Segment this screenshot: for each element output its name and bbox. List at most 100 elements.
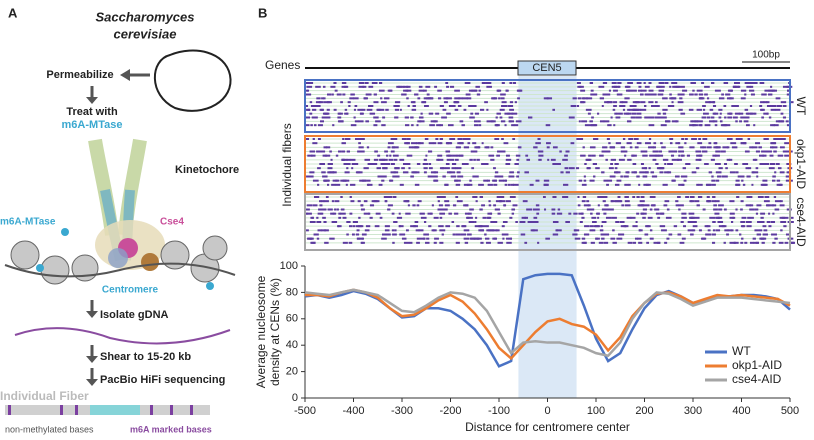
fiber-dot	[565, 221, 570, 223]
fiber-dot	[783, 225, 787, 228]
fiber-dot	[601, 208, 607, 211]
fiber-dot	[615, 200, 622, 203]
fiber-dot	[317, 229, 322, 232]
fiber-dot	[337, 150, 342, 153]
fiber-dot	[749, 241, 754, 244]
fiber-dot	[353, 116, 356, 119]
fiber-dot	[695, 158, 702, 161]
fiber-dot	[654, 208, 660, 211]
fiber-dot	[386, 154, 389, 157]
fiber-dot	[590, 212, 593, 215]
fiber-dot	[366, 108, 373, 111]
fiber-dot	[432, 175, 438, 178]
fiber-dot	[379, 158, 382, 161]
fiber-dot	[559, 150, 562, 153]
fiber-dot	[619, 221, 623, 223]
fiber-dot	[517, 171, 520, 174]
fiber-dot	[608, 142, 611, 145]
fiber-dot	[447, 142, 453, 145]
fiber-dot	[533, 146, 538, 149]
fiber-dot	[405, 89, 409, 92]
fiber-dot	[662, 183, 668, 186]
fiber-dot	[307, 175, 314, 178]
fiber-dot	[583, 233, 589, 236]
fiber-dot	[581, 212, 584, 215]
fiber-dot	[385, 108, 389, 111]
fiber-dot	[696, 120, 703, 123]
fiber-dot	[485, 82, 489, 84]
x-tick-label: 200	[635, 405, 653, 417]
fiber-dot	[599, 154, 604, 157]
fiber-dot	[384, 225, 390, 228]
fiber-dot	[360, 204, 364, 207]
fiber-dot	[488, 204, 492, 207]
fiber-dot	[538, 158, 542, 161]
fiber-dot	[465, 82, 469, 84]
fiber-dot	[670, 97, 676, 100]
fiber-dot	[448, 124, 454, 127]
fiber-dot	[752, 237, 756, 240]
fiber-dot	[722, 146, 729, 149]
fiber-dot	[706, 97, 710, 100]
fiber-dot	[643, 183, 649, 186]
fiber-dot	[705, 101, 711, 104]
fiber-dot	[368, 85, 374, 88]
fiber-dot	[621, 101, 628, 104]
fiber-dot	[341, 142, 346, 145]
fiber-dot	[774, 108, 781, 111]
fiber-dot	[578, 212, 584, 215]
fiber-dot	[340, 196, 343, 198]
fiber-dot	[524, 171, 529, 174]
fiber-dot	[377, 108, 381, 111]
fiber-dot	[493, 167, 496, 170]
fiber-dot	[764, 89, 770, 92]
fiber-dot	[740, 116, 746, 119]
fiber-dot	[437, 89, 442, 92]
fiber-dot	[729, 200, 735, 203]
fiber-dot	[484, 237, 490, 240]
fiber-dot	[735, 179, 740, 182]
fiber-dot	[654, 93, 657, 96]
fiber-dot	[622, 108, 626, 111]
fiber-dot	[451, 163, 457, 165]
fiber-dot	[433, 229, 436, 232]
fiber-dot	[624, 154, 627, 157]
fiber-dot	[305, 208, 310, 211]
fiber-dot	[342, 241, 348, 244]
fiber-dot	[628, 183, 631, 186]
fiber-dot	[590, 124, 597, 127]
fiber-dot	[381, 124, 386, 127]
fiber-dot	[308, 108, 311, 111]
fiber-dot	[691, 171, 697, 174]
fiber-dot	[324, 179, 329, 182]
fiber-dot	[423, 167, 428, 170]
step: Shear to 15-20 kb	[100, 351, 191, 363]
fiber-dot	[516, 158, 520, 161]
fiber-dot	[411, 171, 417, 174]
fiber-dot	[468, 183, 473, 186]
fiber-dot	[471, 167, 475, 170]
fiber-dot	[672, 85, 676, 88]
fiber-dot	[576, 105, 580, 107]
fiber-dot	[361, 179, 367, 182]
fiber-dot	[322, 154, 328, 157]
fiber-dot	[657, 112, 661, 115]
fiber-dot	[315, 101, 322, 104]
fiber-dot	[501, 101, 507, 104]
fiber-dot	[616, 112, 621, 115]
fiber-dot	[384, 200, 388, 203]
fiber-dot	[323, 146, 328, 149]
fiber-dot	[600, 233, 604, 236]
fiber-dot	[365, 93, 369, 96]
y-tick-label: 80	[286, 286, 298, 298]
fiber-dot	[434, 229, 437, 232]
fiber-dot	[692, 225, 698, 228]
fiber-dot	[503, 179, 507, 182]
fiber-dot	[623, 175, 629, 178]
fiber-dot	[545, 237, 550, 240]
fiber-dot	[724, 208, 727, 211]
fiber-dot	[606, 138, 610, 140]
fiber-dot	[516, 175, 520, 178]
fiber-dot	[475, 216, 478, 219]
fiber-dot	[655, 101, 658, 104]
